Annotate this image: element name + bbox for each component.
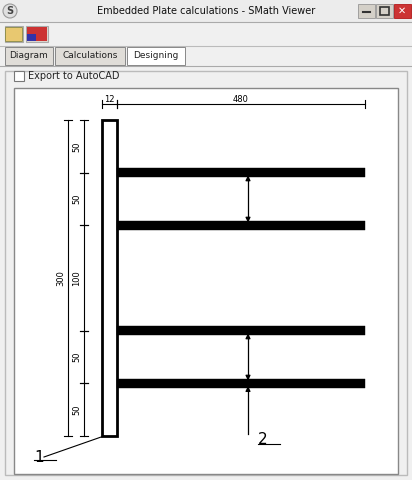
Text: Designing: Designing [133, 51, 179, 60]
Bar [102, 120, 117, 436]
Bar [380, 7, 389, 15]
Text: 50: 50 [73, 352, 82, 362]
Text: Diagram: Diagram [9, 51, 48, 60]
Bar [376, 4, 393, 18]
Text: 1: 1 [34, 449, 44, 465]
Bar [14, 71, 24, 81]
Bar [14, 88, 398, 474]
Text: 50: 50 [73, 141, 82, 152]
Bar [117, 168, 365, 177]
Bar [117, 326, 365, 335]
Bar [0, 22, 412, 46]
Bar [27, 34, 36, 41]
Bar [117, 221, 365, 230]
Bar [26, 26, 48, 42]
Bar [0, 0, 412, 22]
Bar [358, 4, 375, 18]
Bar [394, 4, 411, 18]
Bar [5, 71, 407, 475]
Bar [5, 26, 23, 42]
FancyBboxPatch shape [5, 27, 23, 41]
Text: 50: 50 [73, 194, 82, 204]
Text: Export to AutoCAD: Export to AutoCAD [28, 71, 119, 81]
Bar [0, 46, 412, 66]
Text: S: S [7, 6, 14, 16]
Text: 300: 300 [56, 270, 66, 286]
Circle shape [3, 4, 17, 18]
Text: 480: 480 [233, 95, 249, 104]
Text: ✕: ✕ [398, 6, 406, 16]
Bar [5, 47, 53, 65]
Text: 100: 100 [73, 270, 82, 286]
Bar [0, 66, 412, 480]
Bar [117, 379, 365, 388]
Bar [55, 47, 125, 65]
Text: Calculations: Calculations [62, 51, 118, 60]
Text: Embedded Plate calculations - SMath Viewer: Embedded Plate calculations - SMath View… [97, 6, 315, 16]
Text: 2: 2 [258, 432, 268, 447]
Text: 12: 12 [104, 95, 115, 104]
Bar [127, 47, 185, 65]
Bar [27, 27, 47, 41]
Text: 50: 50 [73, 405, 82, 415]
